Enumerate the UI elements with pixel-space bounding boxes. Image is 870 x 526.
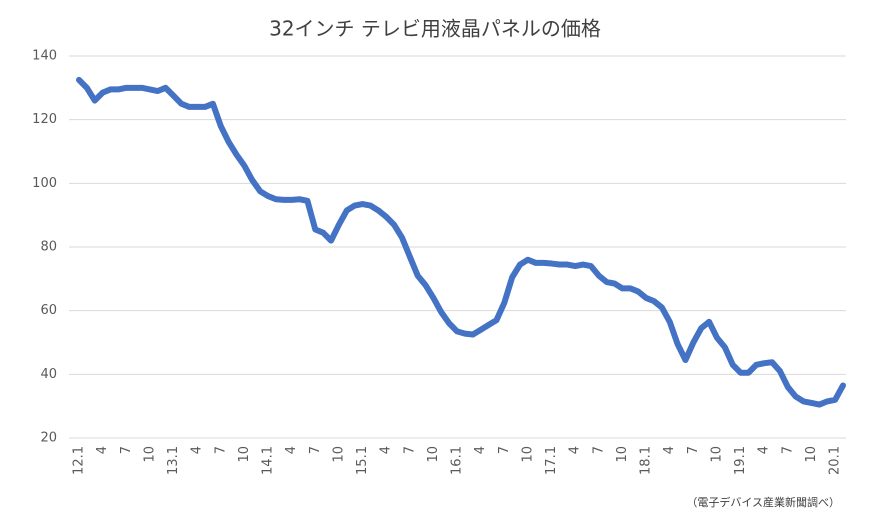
x-tick-label: 10 (426, 446, 441, 463)
y-tick-label: 140 (32, 49, 57, 64)
x-tick-label: 7 (497, 446, 512, 454)
x-tick-label: 4 (662, 446, 677, 454)
y-tick-label: 20 (40, 431, 57, 446)
x-tick-label: 20.1 (828, 446, 843, 475)
x-tick-label: 10 (237, 446, 252, 463)
x-tick-label: 7 (213, 446, 228, 454)
x-tick-label: 10 (615, 446, 630, 463)
x-tick-label: 18.1 (639, 446, 654, 475)
x-tick-label: 16.1 (450, 446, 465, 475)
x-tick-label: 4 (95, 446, 110, 454)
x-tick-label: 7 (780, 446, 795, 454)
y-tick-label: 120 (32, 112, 57, 127)
x-tick-label: 4 (379, 446, 394, 454)
chart-title: 32インチ テレビ用液晶パネルの価格 (269, 17, 601, 41)
x-tick-label: 7 (686, 446, 701, 454)
source-note: （電子デバイス産業新聞調べ） (686, 495, 840, 509)
x-tick-label: 15.1 (355, 446, 370, 475)
y-tick-label: 80 (40, 240, 57, 255)
y-tick-label: 100 (32, 176, 57, 191)
x-tick-label: 4 (190, 446, 205, 454)
x-tick-label: 10 (804, 446, 819, 463)
x-tick-label: 10 (520, 446, 535, 463)
x-tick-label: 7 (308, 446, 323, 454)
x-tick-label: 7 (591, 446, 606, 454)
x-tick-label: 12.1 (72, 446, 87, 475)
x-tick-label: 4 (568, 446, 583, 454)
x-tick-label: 14.1 (261, 446, 276, 475)
data-line (76, 76, 846, 408)
x-tick-label: 19.1 (733, 446, 748, 475)
x-tick-label: 17.1 (544, 446, 559, 475)
x-tick-label: 4 (284, 446, 299, 454)
x-tick-label: 7 (119, 446, 134, 454)
y-tick-label: 40 (40, 367, 57, 382)
x-tick-label: 10 (331, 446, 346, 463)
x-tick-label: 10 (142, 446, 157, 463)
x-tick-label: 10 (709, 446, 724, 463)
x-tick-label: 4 (473, 446, 488, 454)
x-tick-label: 13.1 (166, 446, 181, 475)
y-tick-label: 60 (40, 303, 57, 318)
x-tick-label: 7 (402, 446, 417, 454)
x-tick-label: 4 (757, 446, 772, 454)
